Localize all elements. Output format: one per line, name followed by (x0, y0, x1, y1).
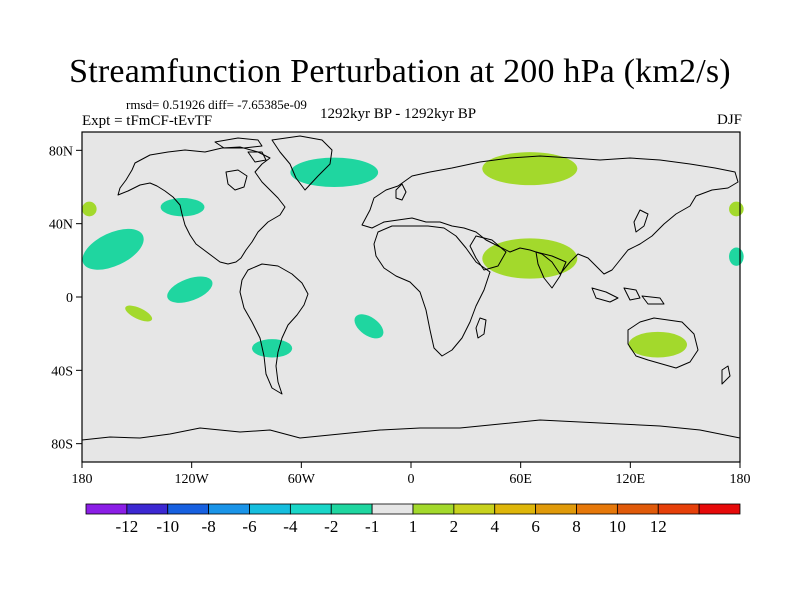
anomaly-region-negative (251, 339, 293, 358)
coast-japan (633, 209, 649, 233)
colorbar-swatch (289, 503, 332, 515)
anomaly-region-negative (167, 276, 213, 303)
coast-canadian-islands (214, 137, 267, 163)
colorbar-label: 8 (572, 517, 581, 536)
coast-australia (627, 317, 699, 369)
colorbar-label: -12 (116, 517, 139, 536)
colorbar-swatch (412, 503, 455, 515)
coast-antarctica (81, 419, 741, 441)
coast-north-america (117, 146, 286, 265)
colorbar-swatch (208, 503, 250, 515)
colorbar-label: 10 (609, 517, 626, 536)
colorbar-swatch (371, 503, 414, 515)
anomaly-region-positive (729, 201, 744, 217)
coast-eurasia (361, 155, 739, 275)
x-tick-label: 60E (509, 472, 532, 487)
map-layer (81, 131, 744, 463)
colorbar-label: 4 (491, 517, 500, 536)
anomaly-region-positive (125, 305, 153, 322)
anomaly-region-positive (82, 201, 97, 217)
colorbar-swatch (330, 503, 373, 515)
x-tick-label: 60W (288, 472, 316, 487)
colorbar-swatch (657, 503, 700, 515)
colorbar-swatch (616, 503, 659, 515)
colorbar-swatch (535, 503, 577, 515)
coast-new-zealand (721, 365, 731, 385)
stats-text: rmsd= 0.51926 diff= -7.65385e-09 (126, 97, 307, 112)
colorbar-swatch (85, 503, 128, 515)
colorbar-label: -6 (242, 517, 256, 536)
y-tick-label: 80S (51, 438, 73, 453)
y-tick-label: 40S (51, 364, 73, 379)
anomaly-region-positive (628, 331, 687, 358)
colorbar: -12 -10 -8 -6 -4 -2 -1 1 2 4 6 8 10 12 (85, 503, 741, 536)
anomaly-region-negative (160, 198, 205, 217)
y-tick-label: 80N (49, 144, 73, 159)
period-label: 1292kyr BP - 1292kyr BP (320, 106, 477, 122)
anomaly-layer (82, 152, 744, 358)
coastlines (81, 135, 741, 441)
anomaly-region-negative (290, 157, 379, 187)
axis-ticks: 180 120W 60W 0 60E 120E 180 80N 40N 0 40S 80S (49, 144, 751, 487)
coast-south-america (239, 263, 309, 395)
x-tick-label: 180 (730, 472, 751, 487)
colorbar-label: -10 (156, 517, 179, 536)
colorbar-label: 6 (531, 517, 540, 536)
colorbar-label: 1 (409, 517, 418, 536)
y-tick-label: 0 (66, 291, 73, 306)
colorbar-label: -1 (365, 517, 379, 536)
season-label: DJF (716, 112, 742, 128)
coast-madagascar (475, 317, 487, 339)
x-tick-label: 0 (408, 472, 415, 487)
colorbar-swatch (126, 503, 169, 515)
y-tick-label: 40N (49, 218, 73, 233)
plot-title: Streamfunction Perturbation at 200 hPa (… (69, 53, 731, 90)
anomaly-region-positive (482, 152, 578, 186)
colorbar-label: -8 (202, 517, 216, 536)
colorbar-swatch (453, 503, 496, 515)
coast-africa (373, 225, 491, 357)
anomaly-region-negative (354, 314, 384, 339)
colorbar-swatch (249, 503, 291, 515)
coast-british-isles (395, 183, 407, 201)
colorbar-swatch (576, 503, 618, 515)
colorbar-label: -2 (324, 517, 338, 536)
anomaly-region-negative (82, 228, 144, 270)
x-tick-label: 120E (616, 472, 646, 487)
x-tick-label: 180 (72, 472, 93, 487)
x-tick-label: 120W (175, 472, 210, 487)
colorbar-swatch (167, 503, 210, 515)
coast-hudson-bay (225, 169, 248, 191)
coast-greenland (271, 135, 333, 191)
colorbar-swatch (494, 503, 537, 515)
coast-indonesia (591, 287, 665, 305)
colorbar-label: 2 (450, 517, 459, 536)
coast-arabia (469, 235, 507, 271)
colorbar-label: 12 (650, 517, 667, 536)
coast-india (535, 251, 567, 289)
colorbar-label: -4 (283, 517, 298, 536)
anomaly-region-negative (729, 247, 744, 266)
anomaly-region-positive (482, 238, 578, 279)
experiment-label: Expt = tFmCF-tEvTF (82, 113, 213, 129)
colorbar-swatch (698, 503, 741, 515)
